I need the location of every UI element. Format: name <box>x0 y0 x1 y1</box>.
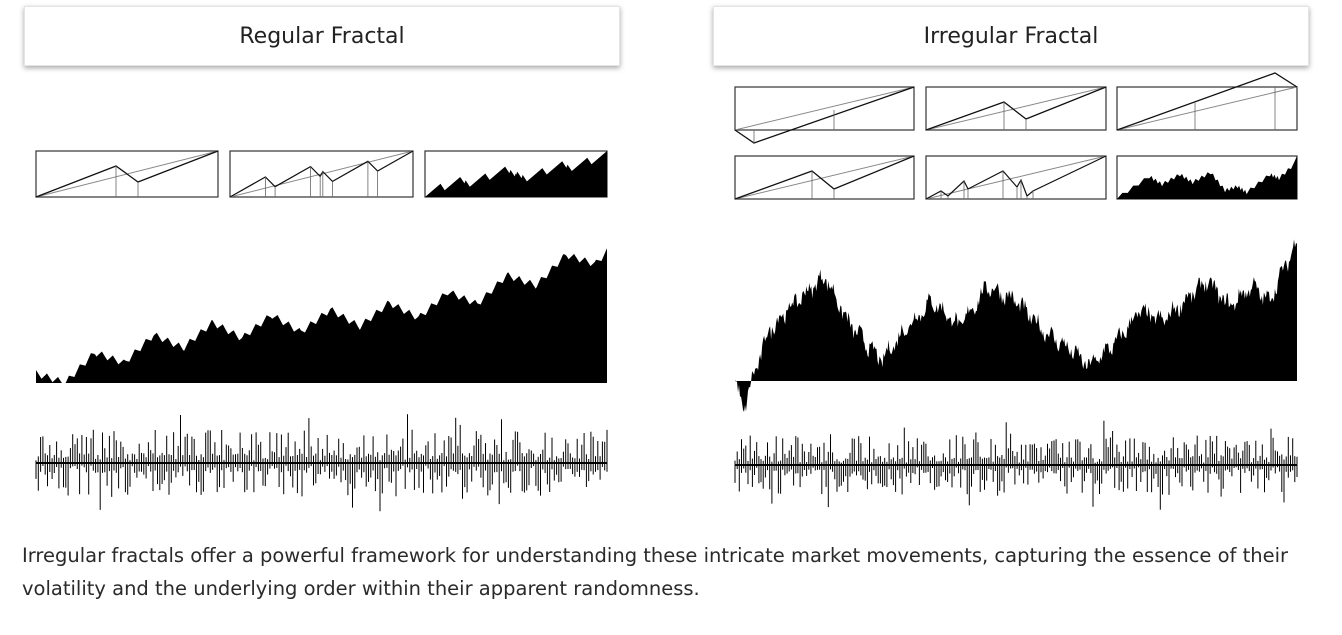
regular-fractal-title: Regular Fractal <box>24 6 620 66</box>
regular-fractal-price-series <box>36 240 607 383</box>
caption-text: Irregular fractals offer a powerful fram… <box>22 544 1289 600</box>
regular-generator-step-2 <box>229 150 414 198</box>
irregular-fractal-increments <box>734 420 1298 510</box>
irregular-generator-row-1 <box>734 72 1298 144</box>
regular-generator-step-3 <box>424 150 608 198</box>
fractal-illustration <box>35 72 1298 512</box>
irregular-fractal-title: Irregular Fractal <box>713 6 1309 66</box>
irregular-fractal-price-series <box>735 239 1297 412</box>
irregular-generator-row-2 <box>734 155 1298 200</box>
regular-fractal-increments <box>35 414 608 512</box>
regular-generator-step-1 <box>35 150 219 198</box>
